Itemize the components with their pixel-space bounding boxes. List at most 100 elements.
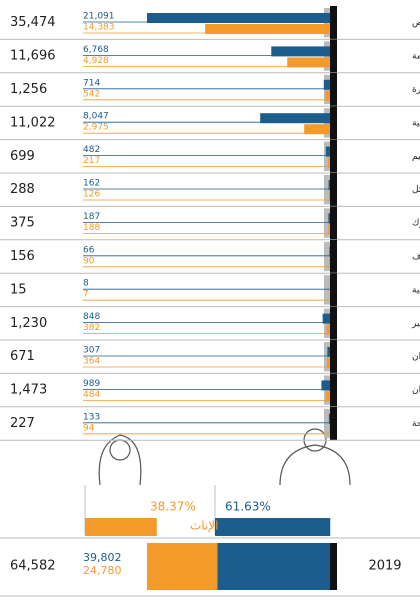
grey-strip — [324, 241, 332, 272]
bar — [327, 347, 330, 357]
value-label: 14,383 — [83, 23, 115, 33]
value-label: 21,091 — [83, 12, 115, 22]
grey-strip — [324, 408, 332, 439]
value-label: 4,928 — [83, 56, 109, 66]
region-name: مكة المكرمة — [412, 52, 420, 62]
value-label: 484 — [83, 390, 100, 400]
value-label: 848 — [83, 312, 100, 322]
bar — [271, 46, 330, 57]
total-label: 11,022 — [10, 115, 56, 130]
bar — [304, 124, 330, 135]
total-label: 699 — [10, 149, 35, 164]
region-box — [337, 342, 420, 372]
bar — [328, 157, 330, 168]
region-box — [337, 175, 420, 205]
bar — [329, 257, 330, 268]
bar — [328, 413, 330, 424]
value-label: 94 — [83, 423, 95, 433]
region-name: المنطقة الشرقية — [412, 118, 420, 128]
value-label: 188 — [83, 223, 100, 233]
overall-value: 24,780 — [83, 564, 122, 577]
bar — [328, 191, 330, 201]
value-label: 90 — [83, 256, 95, 266]
axis-bar — [330, 173, 337, 207]
value-label: 307 — [83, 346, 100, 356]
grey-strip — [324, 208, 332, 238]
region-name: الجوف — [412, 252, 420, 262]
total-label: 11,696 — [10, 49, 56, 64]
grey-strip — [324, 175, 332, 205]
value-label: 217 — [83, 156, 100, 166]
region-name: المدينة المنورة — [412, 85, 420, 95]
male-figure — [279, 444, 351, 486]
bar — [287, 57, 330, 68]
series-name: الإناث — [190, 519, 218, 533]
bar — [323, 79, 330, 90]
axis-bar — [330, 139, 337, 173]
region-box — [337, 241, 420, 272]
axis-bar — [330, 72, 337, 107]
bar — [325, 146, 330, 157]
total-label: 35,474 — [10, 15, 56, 30]
value-label: 66 — [83, 245, 95, 255]
total-label: 1,256 — [10, 82, 47, 97]
region-box — [337, 208, 420, 238]
region-box — [337, 41, 420, 71]
region-name: الحدود الشمالية — [412, 285, 420, 295]
bar — [326, 358, 330, 368]
female-figure — [98, 434, 142, 486]
overall-bar — [217, 543, 330, 590]
overall-bar — [147, 543, 218, 590]
value-label: 187 — [83, 212, 100, 222]
overall-total: 64,582 — [10, 559, 56, 574]
overall-value: 39,802 — [83, 551, 122, 564]
region-name: القصيم — [412, 152, 420, 162]
axis-bar — [330, 373, 337, 407]
value-label: 8,047 — [83, 112, 109, 122]
region-name: حائل — [412, 185, 420, 195]
axis-bar — [330, 39, 337, 73]
value-label: 542 — [83, 89, 100, 99]
bar — [147, 13, 330, 23]
region-name: جازان — [412, 352, 420, 362]
region-box — [337, 408, 420, 439]
value-label: 989 — [83, 379, 100, 389]
axis-bar — [330, 306, 337, 340]
total-label: 671 — [10, 349, 35, 364]
total-label: 227 — [10, 416, 35, 431]
bar — [328, 213, 330, 224]
value-label: 364 — [83, 357, 100, 367]
bar — [260, 113, 330, 124]
axis-bar — [330, 406, 337, 441]
axis-bar — [330, 6, 337, 40]
share-bar — [85, 518, 157, 536]
region-box — [337, 308, 420, 338]
total-label: 1,473 — [10, 383, 47, 398]
total-label: 15 — [10, 282, 27, 297]
axis-bar — [330, 543, 337, 590]
region-name: عسير — [411, 319, 420, 329]
bar — [321, 380, 330, 391]
region-box — [337, 8, 420, 38]
value-label: 714 — [83, 78, 100, 88]
bar — [328, 180, 330, 190]
axis-bar — [330, 239, 337, 274]
value-label: 7 — [83, 290, 89, 300]
bar — [329, 424, 330, 435]
total-label: 1,230 — [10, 316, 47, 331]
region-name: الرياض — [412, 18, 420, 28]
bar — [325, 90, 330, 101]
bar — [205, 24, 330, 34]
value-label: 126 — [83, 190, 100, 200]
series-name: الذكور — [274, 519, 306, 534]
value-label: 482 — [83, 145, 100, 155]
share-bar — [215, 518, 331, 536]
region-name: الباحة — [412, 419, 420, 429]
axis-bar — [330, 273, 337, 307]
total-label: 288 — [10, 182, 35, 197]
region-name: تبوك — [412, 219, 420, 229]
share-label: 61.63% — [225, 500, 271, 514]
total-label: 375 — [10, 216, 35, 231]
share-label: 38.37% — [150, 500, 196, 514]
